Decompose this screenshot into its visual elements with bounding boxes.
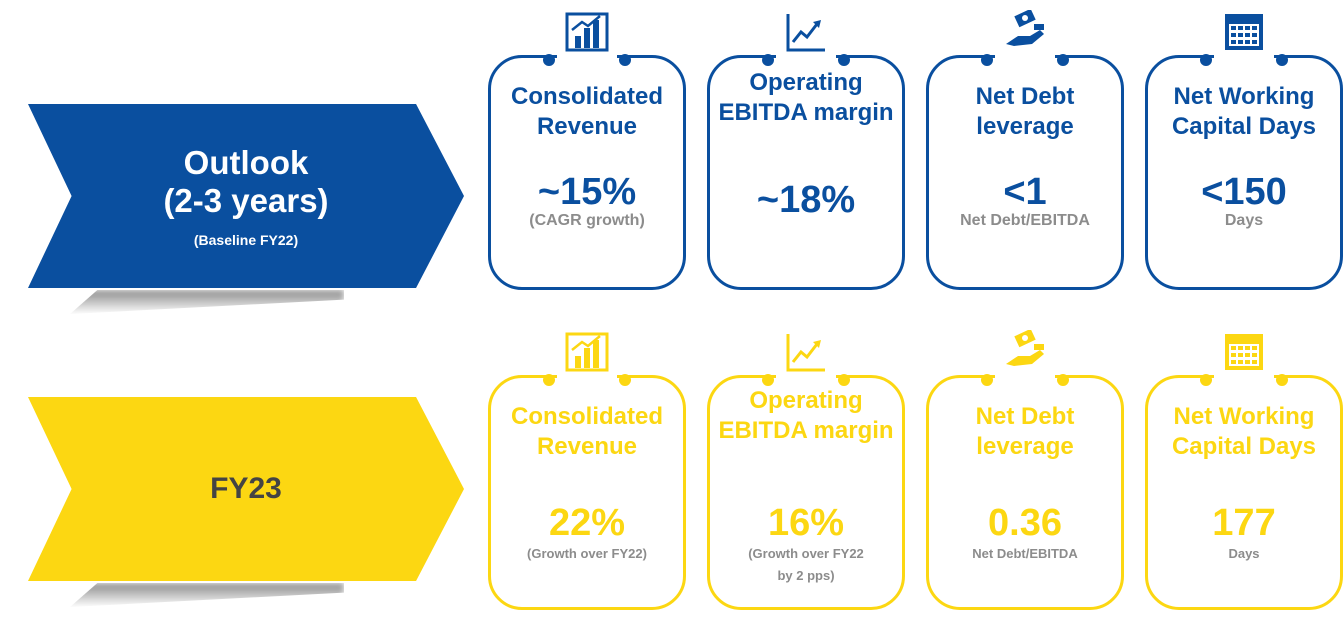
card-title: Operating EBITDA margin — [718, 69, 894, 126]
chevron-arrow-shape — [28, 397, 464, 581]
kpi-card-working-capital: Net Working Capital Days 177 Days — [1145, 334, 1343, 610]
card-value: ~15% — [537, 171, 637, 213]
money-hand-icon — [1002, 330, 1048, 374]
kpi-card-revenue: Consolidated Revenue 22% (Growth over FY… — [488, 332, 686, 610]
calendar-icon — [1221, 10, 1267, 54]
banner-shadow — [70, 583, 344, 607]
fy23-banner: FY23 — [28, 397, 464, 607]
chevron-arrow-shape — [28, 104, 464, 288]
kpi-card-ebitda: Operating EBITDA margin ~18% — [707, 14, 905, 290]
card-value: ~18% — [756, 179, 856, 221]
kpi-card-working-capital: Net Working Capital Days <150 Days — [1145, 14, 1343, 290]
card-title: Consolidated Revenue — [510, 83, 663, 140]
outlook-banner: Outlook (2-3 years) (Baseline FY22) — [28, 104, 464, 314]
bar-chart-icon — [564, 330, 610, 374]
card-value: 22% — [548, 502, 626, 544]
card-value: 177 — [1212, 502, 1276, 544]
card-note: (Growth over FY22) — [527, 546, 647, 561]
banner-shadow — [70, 290, 344, 314]
card-note: Net Debt/EBITDA — [972, 546, 1078, 561]
card-note-line1: (Growth over FY22 — [748, 546, 864, 561]
kpi-card-net-debt: Net Debt leverage <1 Net Debt/EBITDA — [926, 10, 1124, 290]
card-value: <150 — [1201, 171, 1287, 213]
card-title: Net Working Capital Days — [1171, 403, 1317, 460]
card-value: <1 — [1003, 171, 1047, 213]
calendar-icon — [1221, 330, 1267, 374]
card-note: Days — [1224, 212, 1264, 229]
card-title: Net Debt leverage — [975, 83, 1075, 140]
card-title: Operating EBITDA margin — [718, 387, 894, 444]
card-title: Net Working Capital Days — [1171, 83, 1317, 140]
card-value: 0.36 — [988, 502, 1062, 544]
outlook-row: Outlook (2-3 years) (Baseline FY22) Cons… — [28, 10, 1343, 314]
card-note: Days — [1228, 546, 1260, 561]
money-hand-icon — [1002, 10, 1048, 54]
kpi-card-net-debt: Net Debt leverage 0.36 Net Debt/EBITDA — [926, 330, 1124, 610]
banner-title-line2: (2-3 years) — [163, 182, 329, 219]
fy23-row: FY23 Consolidated Revenue 22% (Growth ov… — [0, 320, 1344, 619]
card-value: 16% — [767, 502, 845, 544]
banner-subtitle: (Baseline FY22) — [193, 232, 299, 248]
card-note: Net Debt/EBITDA — [960, 212, 1090, 229]
kpi-card-ebitda: Operating EBITDA margin 16% (Growth over… — [707, 334, 905, 610]
banner-title: FY23 — [210, 472, 282, 505]
card-note-line2: by 2 pps) — [777, 568, 835, 583]
card-title: Consolidated Revenue — [510, 403, 663, 460]
kpi-card-revenue: Consolidated Revenue ~15% (CAGR growth) — [488, 12, 686, 290]
line-chart-icon — [783, 330, 829, 374]
line-chart-icon — [783, 10, 829, 54]
bar-chart-icon — [564, 10, 610, 54]
card-note: (CAGR growth) — [529, 212, 645, 229]
card-title: Net Debt leverage — [975, 403, 1075, 460]
banner-title-line1: Outlook — [183, 144, 309, 181]
